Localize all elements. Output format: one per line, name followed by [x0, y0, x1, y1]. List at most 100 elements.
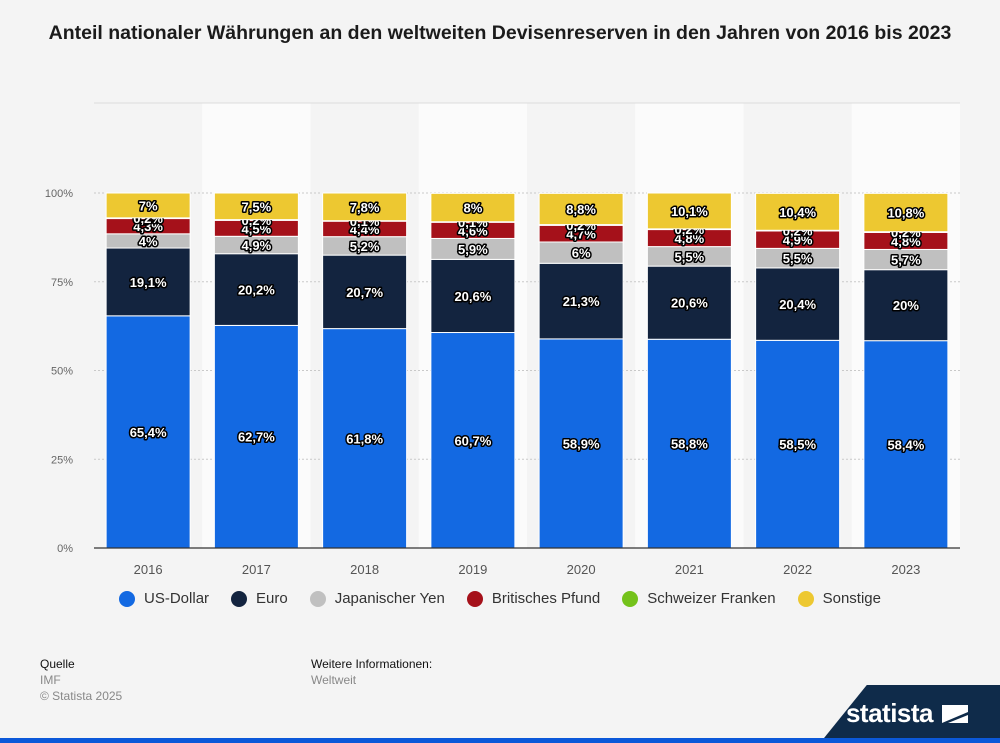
statista-logo[interactable]: statista [846, 698, 970, 729]
legend-swatch [309, 590, 326, 607]
data-label: 7% [139, 198, 158, 213]
legend-label: Britisches Pfund [491, 590, 601, 607]
data-label: 65,4% [130, 425, 167, 440]
data-label: 5,5% [783, 251, 813, 266]
data-label: 8% [463, 201, 482, 216]
y-tick-label: 100% [45, 188, 73, 200]
data-label: 4,8% [675, 231, 705, 246]
bar-segment [863, 269, 949, 342]
bar-segment [430, 332, 516, 549]
data-label: 4,8% [891, 234, 921, 249]
x-tick-label: 2017 [242, 562, 271, 577]
bar-segment [538, 192, 624, 226]
bar-segment [213, 253, 299, 326]
data-label: 5,5% [675, 249, 705, 264]
data-label: 10,8% [887, 206, 924, 221]
data-label: 10,1% [671, 204, 708, 219]
legend-label: Euro [256, 590, 288, 607]
bar-segment [538, 338, 624, 549]
legend-swatch [797, 590, 814, 607]
x-tick-label: 2018 [350, 562, 379, 577]
brand-band [0, 738, 1000, 743]
data-label: 20% [893, 298, 919, 313]
data-label: 20,2% [238, 283, 275, 298]
x-tick-label: 2023 [891, 562, 920, 577]
bar-segment [430, 192, 516, 223]
data-label: 19,1% [130, 275, 167, 290]
bar-segment [430, 258, 516, 334]
info-value: Weltweit [311, 673, 357, 687]
legend-swatch [119, 590, 136, 607]
data-label: 4,5% [242, 221, 272, 236]
data-label: 4,9% [783, 233, 813, 248]
legend-swatch [622, 590, 639, 607]
source-block: Quelle IMF © Statista 2025 [40, 656, 122, 704]
data-label: 5,9% [458, 242, 488, 257]
data-label: 7,5% [242, 199, 272, 214]
legend-swatch [231, 590, 248, 607]
legend-item[interactable]: Japanischer Yen [309, 590, 445, 607]
data-label: 21,3% [563, 294, 600, 309]
x-tick-label: 2020 [567, 562, 596, 577]
y-tick-label: 50% [51, 366, 73, 378]
data-label: 4,4% [350, 222, 380, 237]
data-label: 5,2% [350, 239, 380, 254]
bar-segment [213, 192, 299, 221]
data-label: 20,4% [779, 297, 816, 312]
info-heading: Weitere Informationen: [311, 657, 433, 671]
legend-item[interactable]: Euro [231, 590, 288, 607]
legend-label: Japanischer Yen [334, 590, 445, 607]
stacked-bar-chart: 0%25%50%75%100%65,4%19,1%4%4,3%0,2%7%201… [45, 102, 960, 577]
legend-item[interactable]: US-Dollar [119, 590, 209, 607]
x-tick-label: 2022 [783, 562, 812, 577]
data-label: 20,7% [346, 285, 383, 300]
bar-segment [646, 338, 732, 549]
legend-item[interactable]: Sonstige [797, 590, 881, 607]
x-tick-label: 2016 [134, 562, 163, 577]
data-label: 58,4% [887, 437, 924, 452]
bar-segment [105, 192, 191, 219]
data-label: 20,6% [454, 289, 491, 304]
logo-text: statista [845, 698, 934, 728]
bar-segment [863, 192, 949, 233]
info-block: Weitere Informationen: Weltweit [311, 656, 432, 688]
statista-mark-icon [942, 704, 968, 723]
data-label: 10,4% [779, 205, 816, 220]
data-label: 5,7% [891, 253, 921, 268]
bar-segment [538, 262, 624, 340]
bar-segment [646, 192, 732, 230]
data-label: 6% [572, 246, 591, 261]
legend-item[interactable]: Britisches Pfund [466, 590, 601, 607]
y-tick-label: 0% [57, 543, 73, 555]
bar-segment [755, 192, 841, 231]
y-tick-label: 75% [51, 277, 73, 289]
data-label: 4,6% [458, 223, 488, 238]
data-label: 7,8% [350, 200, 380, 215]
bar-segment [322, 254, 408, 330]
bar-segment [322, 328, 408, 549]
data-label: 20,6% [671, 296, 708, 311]
data-label: 58,9% [563, 436, 600, 451]
x-tick-label: 2021 [675, 562, 704, 577]
source-value[interactable]: IMF [40, 673, 61, 687]
data-label: 60,7% [454, 433, 491, 448]
source-heading: Quelle [40, 657, 75, 671]
bar-segment [105, 247, 191, 317]
legend-label: Schweizer Franken [647, 590, 776, 607]
chart-legend: US-Dollar Euro Japanischer Yen Britisches P… [0, 590, 1000, 607]
bar-segment [322, 192, 408, 222]
data-label: 4,7% [566, 227, 596, 242]
data-label: 61,8% [346, 431, 383, 446]
data-label: 4,9% [242, 238, 272, 253]
data-label: 62,7% [238, 430, 275, 445]
bar-segment [646, 265, 732, 340]
copyright: © Statista 2025 [40, 689, 123, 703]
bar-segment [863, 340, 949, 549]
data-label: 8,8% [566, 202, 596, 217]
legend-label: Sonstige [822, 590, 881, 607]
data-label: 58,8% [671, 437, 708, 452]
legend-item[interactable]: Schweizer Franken [622, 590, 776, 607]
bar-segment [213, 324, 299, 549]
y-tick-label: 25% [51, 454, 73, 466]
legend-swatch [466, 590, 483, 607]
